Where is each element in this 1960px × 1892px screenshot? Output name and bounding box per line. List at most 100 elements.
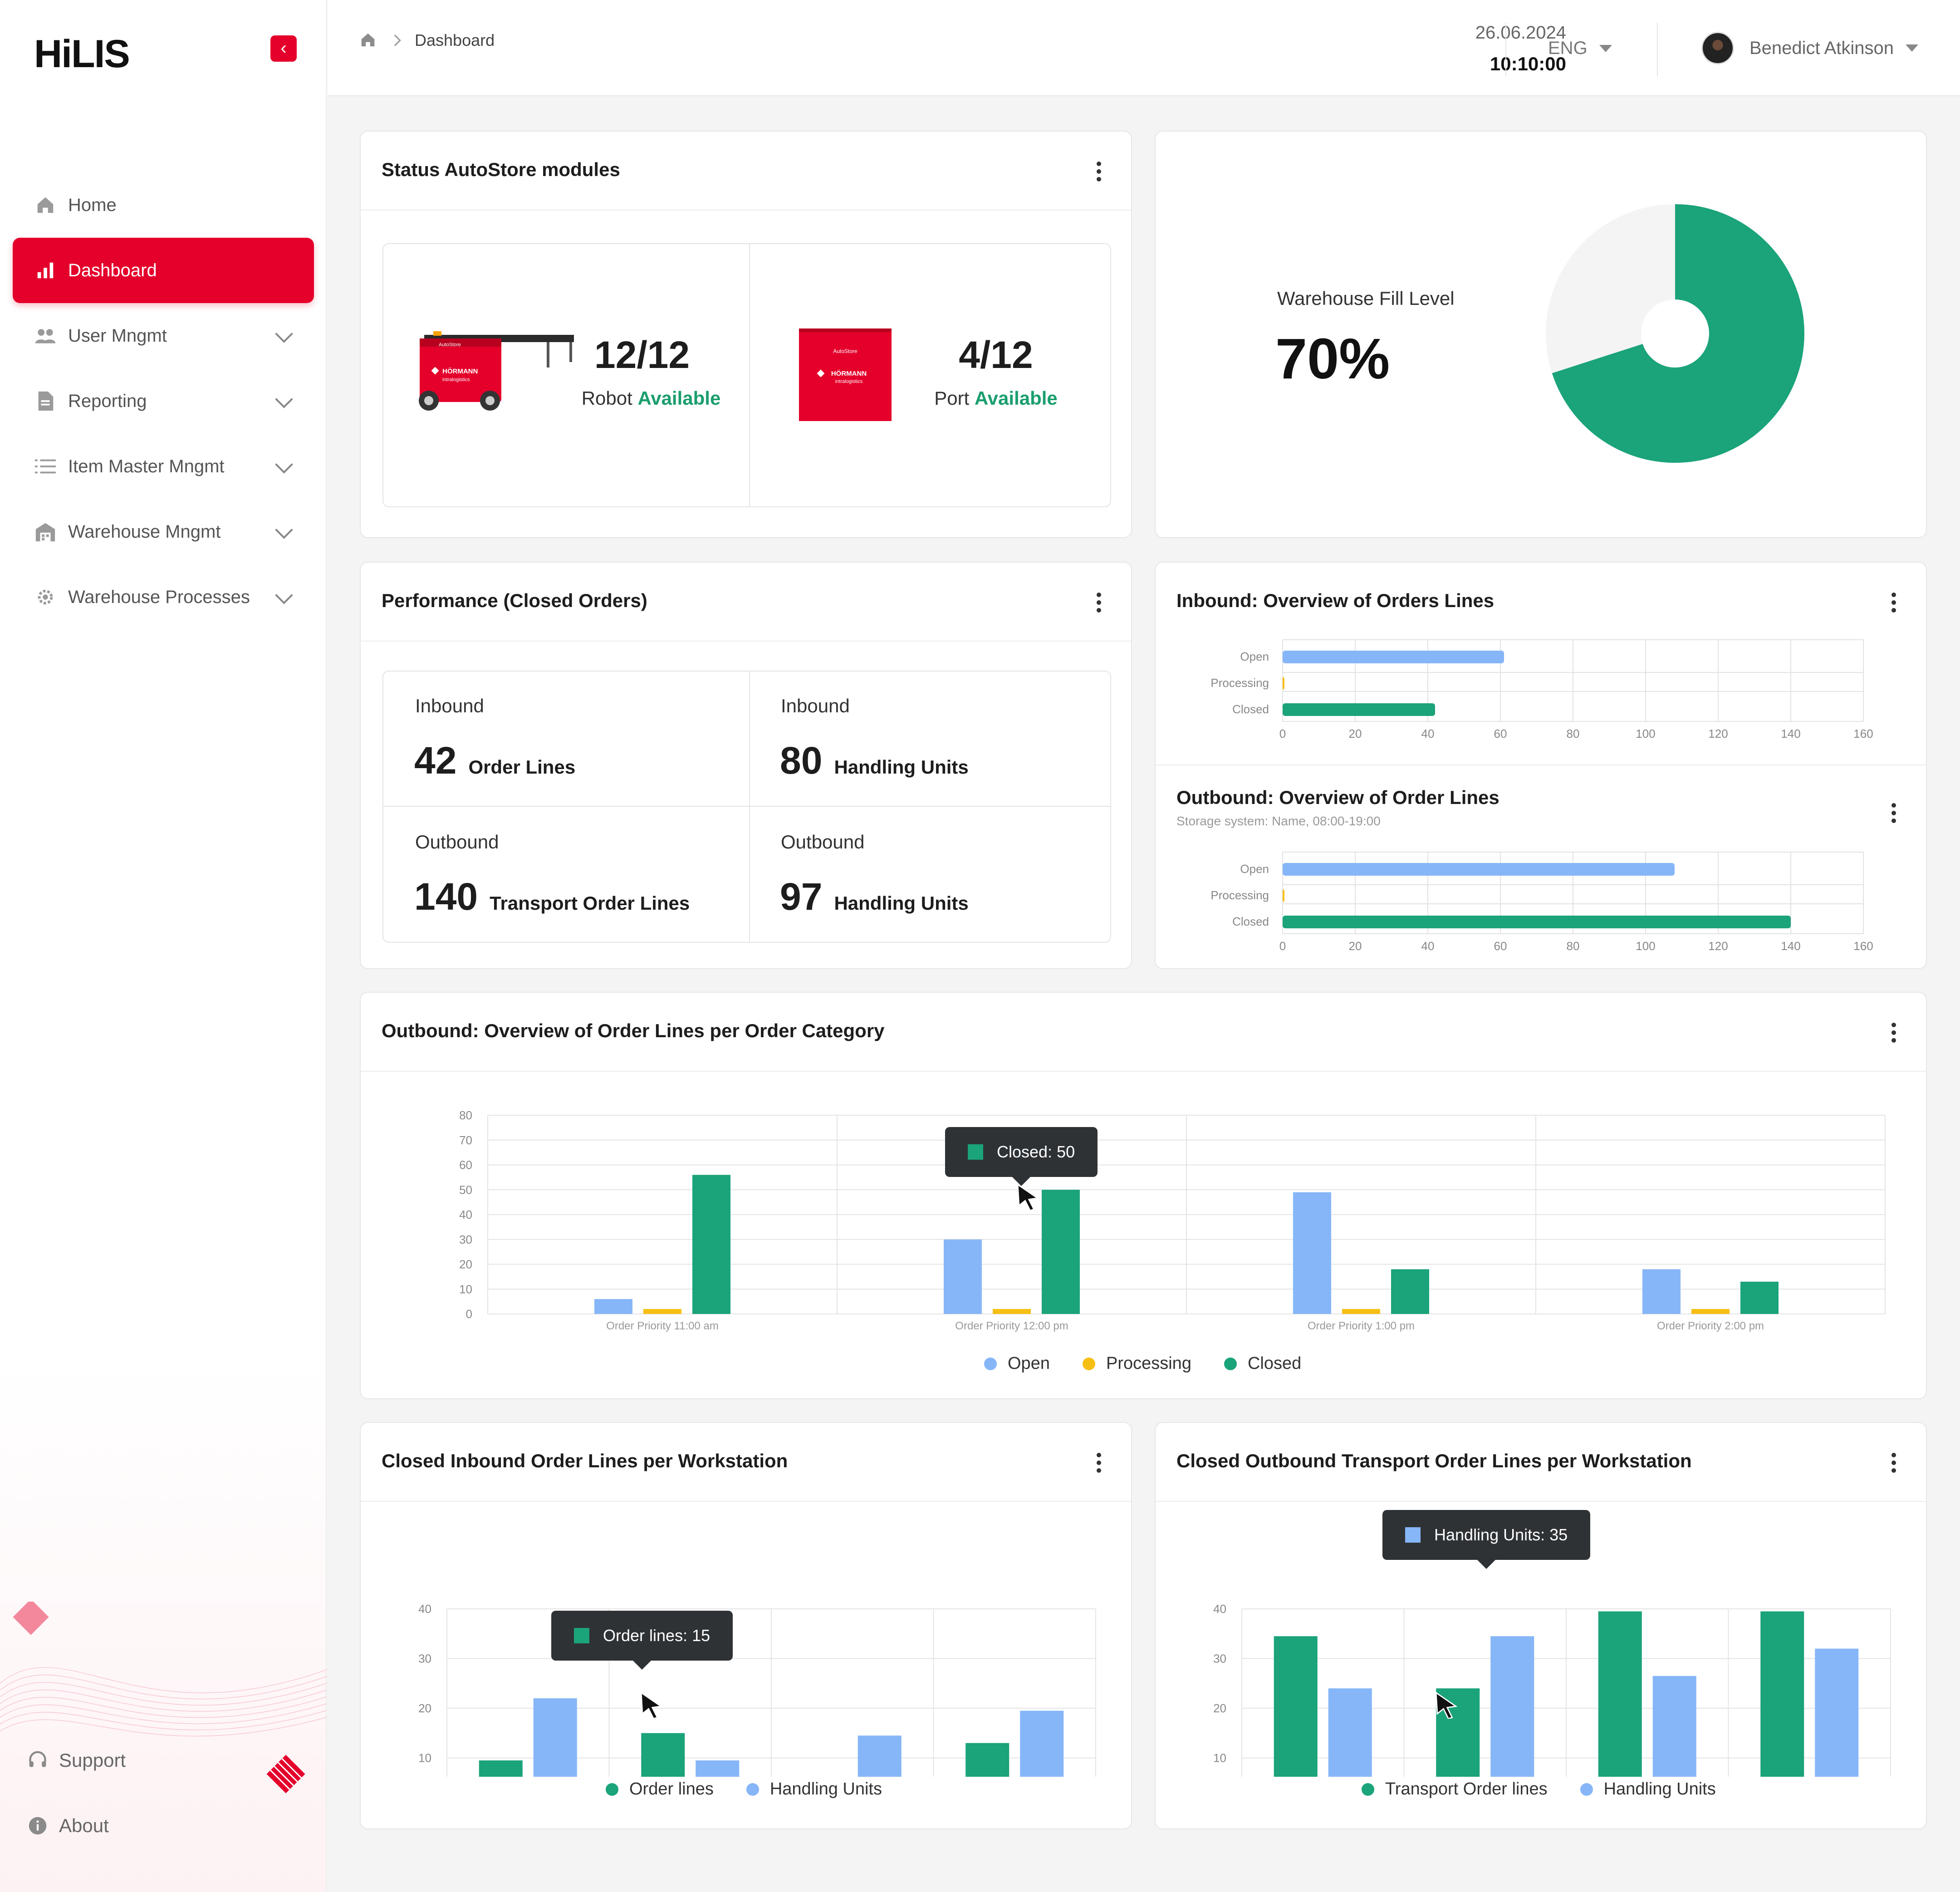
sidebar-item-dashboard[interactable]: Dashboard bbox=[13, 238, 314, 303]
robot-logo-text: HÖRMANN bbox=[442, 368, 478, 375]
legend-label: Closed bbox=[1247, 1354, 1302, 1373]
chart-legend: Open Processing Closed bbox=[984, 1354, 1334, 1373]
x-tick-label: 40 bbox=[1421, 727, 1435, 740]
y-category-label: Open bbox=[1240, 862, 1269, 876]
legend-label: Processing bbox=[1106, 1354, 1191, 1373]
x-tick-label: 80 bbox=[1567, 939, 1580, 953]
perf-label: Inbound bbox=[781, 695, 850, 716]
sidebar-item-home[interactable]: Home bbox=[13, 172, 314, 238]
chevron-down-icon bbox=[275, 456, 293, 474]
more-options-icon[interactable] bbox=[1891, 803, 1897, 826]
bar bbox=[1283, 889, 1284, 902]
port-logo-sub: intralogistics bbox=[835, 379, 863, 384]
more-options-icon[interactable] bbox=[1891, 593, 1897, 615]
chevron-left-icon: ‹ bbox=[280, 38, 287, 58]
caret-down-icon bbox=[1906, 44, 1918, 52]
legend-item[interactable]: Handling Units bbox=[1580, 1779, 1716, 1799]
x-tick-label: 60 bbox=[1494, 939, 1507, 953]
sidebar-item-warehouse-mngmt[interactable]: Warehouse Mngmt bbox=[13, 499, 314, 564]
y-tick-label: 30 bbox=[418, 1652, 431, 1666]
x-category-label: Order Priority 12:00 pm bbox=[955, 1320, 1068, 1332]
card-title: Performance (Closed Orders) bbox=[382, 590, 647, 611]
y-tick-label: 30 bbox=[1213, 1652, 1226, 1666]
inbound-overview-chart: 0 20 40 60 80 100 120 140 160 Open Processing Close… bbox=[1210, 639, 1873, 740]
perf-unit: Handling Units bbox=[834, 756, 969, 778]
port-status: Port Available bbox=[919, 387, 1073, 409]
order-category-card: Outbound: Overview of Order Lines per Or… bbox=[360, 992, 1927, 1399]
legend-item[interactable]: Order lines bbox=[606, 1779, 714, 1799]
sidebar-item-label: Home bbox=[68, 195, 117, 215]
language-value: ENG bbox=[1548, 38, 1588, 58]
bar bbox=[965, 1743, 1009, 1777]
y-category-label: Open bbox=[1240, 650, 1269, 663]
legend-dot bbox=[1224, 1357, 1237, 1370]
tooltip-swatch bbox=[1405, 1527, 1421, 1543]
bar bbox=[1815, 1648, 1859, 1777]
cursor-icon bbox=[1017, 1183, 1039, 1211]
more-options-icon[interactable] bbox=[1097, 162, 1102, 184]
x-tick-label: 100 bbox=[1636, 727, 1655, 740]
divider bbox=[361, 1501, 1131, 1502]
bar bbox=[1020, 1711, 1064, 1777]
perf-unit: Handling Units bbox=[834, 892, 969, 914]
user-menu[interactable]: Benedict Atkinson bbox=[1701, 32, 1918, 64]
legend-dot bbox=[746, 1783, 759, 1796]
perf-value: 97 Handling Units bbox=[780, 875, 969, 919]
x-tick-label: 20 bbox=[1349, 939, 1362, 953]
bar bbox=[1283, 863, 1675, 876]
fill-level-label: Warehouse Fill Level bbox=[1277, 288, 1455, 309]
header-divider bbox=[1505, 23, 1506, 76]
more-options-icon[interactable] bbox=[1891, 1023, 1897, 1045]
more-options-icon[interactable] bbox=[1097, 593, 1102, 615]
sidebar: HiLIS ‹ Home Dashboard User Mngmt bbox=[0, 0, 327, 1892]
chevron-right-icon bbox=[389, 34, 401, 46]
inbound-workstation-chart: 010203040ABT-3ABT-4ABT-5ABT-6 bbox=[418, 1602, 1096, 1777]
bar bbox=[1342, 1309, 1380, 1314]
divider bbox=[361, 210, 1131, 211]
bar-chart-icon bbox=[34, 259, 57, 282]
bar bbox=[1652, 1676, 1696, 1777]
sidebar-item-user-mngmt[interactable]: User Mngmt bbox=[13, 303, 314, 368]
legend-item[interactable]: Closed bbox=[1224, 1354, 1301, 1373]
tooltip-text: Handling Units: 35 bbox=[1434, 1525, 1568, 1544]
sidebar-item-reporting[interactable]: Reporting bbox=[13, 368, 314, 434]
sidebar-item-warehouse-processes[interactable]: Warehouse Processes bbox=[13, 564, 314, 630]
sidebar-item-item-master-mngmt[interactable]: Item Master Mngmt bbox=[13, 434, 314, 499]
robot-logo-sub: intralogistics bbox=[442, 377, 470, 382]
card-title: Inbound: Overview of Orders Lines bbox=[1176, 590, 1494, 611]
bar bbox=[1283, 677, 1284, 690]
support-link[interactable]: Support bbox=[27, 1738, 299, 1783]
home-icon[interactable] bbox=[359, 31, 377, 49]
more-options-icon[interactable] bbox=[1097, 1453, 1102, 1475]
x-tick-label: 120 bbox=[1708, 939, 1728, 953]
collapse-sidebar-button[interactable]: ‹ bbox=[270, 35, 297, 62]
port-label: Port bbox=[934, 387, 970, 409]
card-title: Outbound: Overview of Order Lines per Or… bbox=[382, 1020, 885, 1041]
y-tick-label: 40 bbox=[418, 1602, 431, 1616]
bar bbox=[1042, 1190, 1080, 1314]
bar bbox=[692, 1175, 730, 1314]
perf-unit: Transport Order Lines bbox=[490, 892, 690, 914]
y-tick-label: 60 bbox=[459, 1158, 472, 1172]
document-icon bbox=[34, 389, 57, 413]
bar bbox=[1740, 1281, 1779, 1314]
y-tick-label: 10 bbox=[459, 1282, 472, 1296]
bar bbox=[1490, 1636, 1534, 1777]
more-options-icon[interactable] bbox=[1891, 1453, 1897, 1475]
y-tick-label: 20 bbox=[459, 1258, 472, 1271]
card-title: Closed Outbound Transport Order Lines pe… bbox=[1176, 1450, 1692, 1471]
port-state: Available bbox=[974, 387, 1058, 409]
legend-item[interactable]: Processing bbox=[1082, 1354, 1191, 1373]
robot-state: Available bbox=[637, 387, 721, 409]
port-image: AutoStore HÖRMANN intralogistics bbox=[799, 328, 892, 421]
legend-label: Handling Units bbox=[1603, 1779, 1716, 1799]
warehouse-icon bbox=[34, 520, 57, 544]
about-link[interactable]: About bbox=[27, 1803, 299, 1848]
legend-item[interactable]: Transport Order lines bbox=[1362, 1779, 1548, 1799]
bar bbox=[1283, 916, 1791, 928]
legend-item[interactable]: Open bbox=[984, 1354, 1050, 1373]
language-select[interactable]: ENG bbox=[1548, 38, 1612, 59]
legend-item[interactable]: Handling Units bbox=[746, 1779, 882, 1799]
logo[interactable]: HiLIS bbox=[34, 32, 130, 77]
legend-dot bbox=[984, 1357, 997, 1370]
